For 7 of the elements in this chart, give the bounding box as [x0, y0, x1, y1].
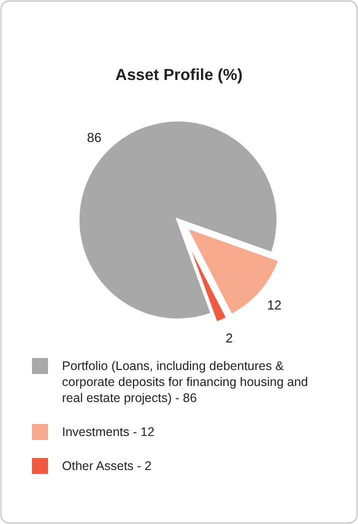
legend-label: Portfolio (Loans, including debentures & corporate deposits for financing housing and real estate projects) - 86	[62, 359, 308, 405]
legend-label: Investments - 12	[62, 425, 154, 439]
chart-title: Asset Profile (%)	[115, 67, 243, 84]
data-label: 12	[267, 297, 282, 312]
data-label: 2	[226, 330, 233, 346]
data-label: 86	[87, 130, 102, 145]
legend-label: Other Assets - 2	[62, 459, 152, 473]
